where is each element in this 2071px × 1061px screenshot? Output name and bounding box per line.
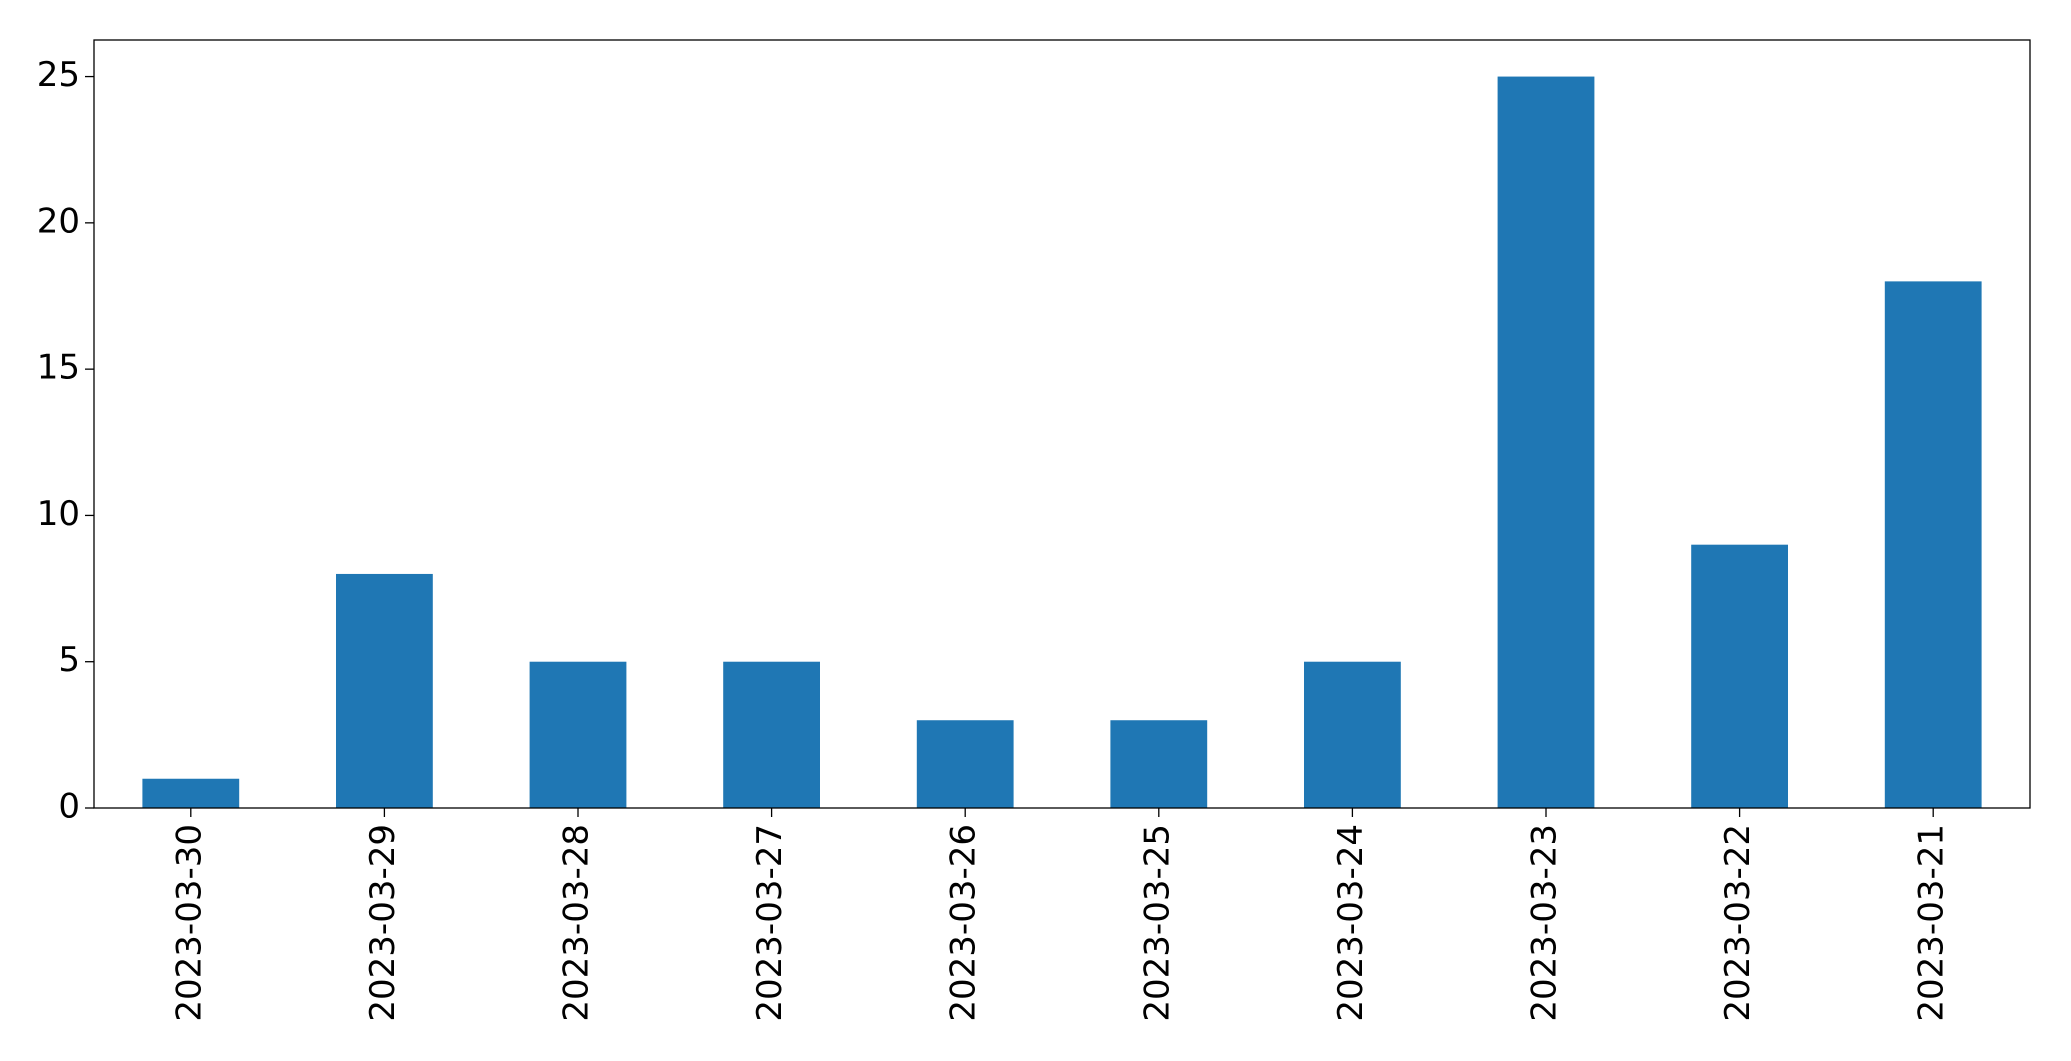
- y-tick-label: 10: [37, 494, 80, 534]
- bar: [1497, 76, 1595, 809]
- bar: [529, 661, 627, 808]
- bar: [1884, 281, 1982, 808]
- y-tick-label: 15: [37, 348, 80, 388]
- bar: [1304, 661, 1401, 808]
- bar: [916, 720, 1014, 808]
- y-tick-label: 20: [37, 201, 80, 241]
- x-tick-label: 2023-03-26: [944, 824, 984, 1022]
- x-tick-label: 2023-03-25: [1137, 824, 1177, 1022]
- x-tick-label: 2023-03-24: [1331, 824, 1371, 1022]
- bar: [723, 661, 820, 808]
- x-tick-label: 2023-03-27: [750, 824, 790, 1022]
- plot-frame: [93, 39, 2031, 809]
- x-tick-label: 2023-03-21: [1912, 824, 1952, 1022]
- y-tick-label: 0: [58, 787, 80, 827]
- bar: [1691, 544, 1788, 808]
- y-tick-label: 25: [37, 55, 80, 95]
- x-tick-label: 2023-03-28: [557, 824, 597, 1022]
- bar: [336, 573, 433, 808]
- x-tick-label: 2023-03-22: [1718, 824, 1758, 1022]
- x-tick-label: 2023-03-29: [363, 824, 403, 1022]
- x-tick-label: 2023-03-30: [169, 824, 209, 1022]
- bar: [1110, 720, 1208, 808]
- y-tick-label: 5: [58, 640, 80, 680]
- x-tick-label: 2023-03-23: [1525, 824, 1565, 1022]
- bar: [142, 778, 240, 808]
